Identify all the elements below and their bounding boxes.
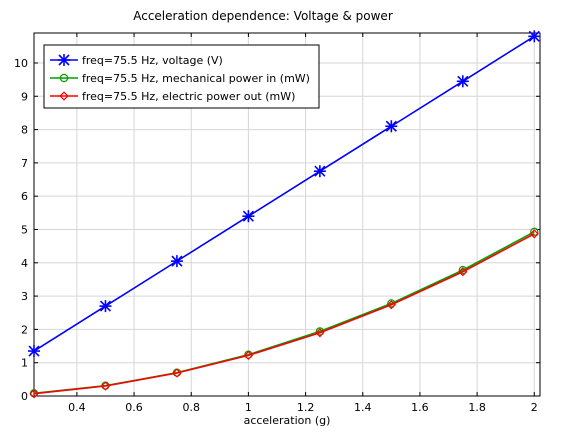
legend-entry: freq=75.5 Hz, mechanical power in (mW) [50, 72, 310, 85]
series-layer [28, 30, 541, 399]
data-point [458, 267, 468, 277]
legend-marker [59, 73, 69, 83]
data-point [99, 300, 112, 313]
data-point [385, 120, 398, 133]
legend-entry: freq=75.5 Hz, electric power out (mW) [50, 90, 295, 103]
y-tick-label: 1 [21, 357, 28, 370]
x-tick-label: 2 [531, 401, 538, 414]
data-point [313, 165, 326, 178]
x-axis-label: acceleration (g) [244, 414, 331, 427]
data-point [172, 368, 182, 378]
x-tick-label: 1 [245, 401, 252, 414]
data-point [242, 210, 255, 223]
data-point [386, 300, 396, 310]
legend: freq=75.5 Hz, voltage (V) freq=75.5 Hz, m… [43, 44, 320, 109]
y-tick-label: 2 [21, 323, 28, 336]
data-point [456, 75, 469, 88]
y-tick-label: 7 [21, 157, 28, 170]
y-tick-label: 8 [21, 124, 28, 137]
y-tick-label: 5 [21, 223, 28, 236]
y-tick-label: 6 [21, 190, 28, 203]
y-tick-label: 9 [21, 90, 28, 103]
data-point [170, 255, 183, 268]
series-line [33, 35, 535, 352]
y-tick-label: 4 [21, 257, 28, 270]
data-point [100, 381, 111, 391]
legend-label: freq=75.5 Hz, mechanical power in (mW) [82, 72, 310, 85]
data-point [243, 350, 254, 361]
grid [34, 33, 540, 397]
x-tick-label: 1.8 [468, 401, 486, 414]
legend-label: freq=75.5 Hz, electric power out (mW) [82, 90, 295, 103]
y-tick-label: 10 [14, 57, 28, 70]
chart-title: Acceleration dependence: Voltage & power [133, 9, 393, 23]
legend-box [43, 44, 320, 109]
data-point [315, 328, 325, 338]
legend-marker [58, 54, 70, 66]
data-point [528, 30, 541, 43]
data-point [530, 227, 539, 237]
y-tick-label: 3 [21, 290, 28, 303]
data-point [28, 345, 40, 358]
y-tick-label: 0 [21, 390, 28, 403]
data-point [529, 229, 539, 239]
x-tick-label: 1.4 [354, 401, 372, 414]
axis-ticks: 0.4 0.6 0.8 1 1.2 1.4 1.6 1.8 2 0 1 2 3 4 5 6 7 8 9 10 [14, 33, 540, 414]
x-tick-label: 1.6 [411, 401, 429, 414]
x-tick-label: 0.8 [182, 401, 200, 414]
legend-marker [59, 91, 69, 101]
plot-area [33, 32, 541, 397]
series-1 [28, 30, 541, 358]
series-2 [29, 227, 539, 398]
series-3 [29, 229, 539, 399]
x-tick-label: 1.2 [297, 401, 315, 414]
legend-entry: freq=75.5 Hz, voltage (V) [50, 54, 223, 67]
x-tick-label: 0.4 [68, 401, 86, 414]
data-point [29, 389, 39, 399]
series-line [33, 231, 535, 395]
series-line [33, 233, 535, 395]
legend-label: freq=75.5 Hz, voltage (V) [82, 54, 223, 67]
x-tick-label: 0.6 [125, 401, 143, 414]
